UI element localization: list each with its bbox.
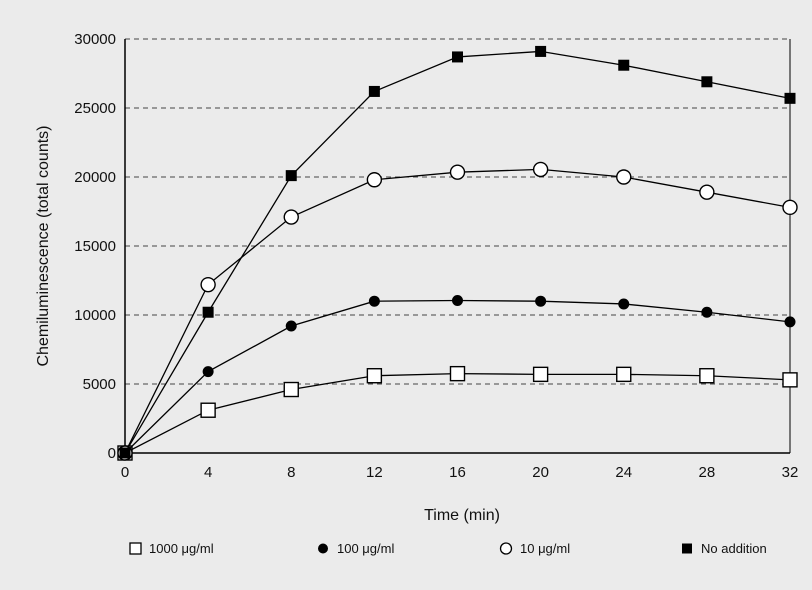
- x-tick-label: 16: [449, 464, 466, 481]
- data-point-filled-square: [286, 171, 296, 181]
- x-tick-label: 32: [782, 464, 799, 481]
- x-axis-title: Time (min): [424, 507, 500, 524]
- data-point-open-circle: [367, 173, 381, 187]
- data-point-open-circle: [451, 165, 465, 179]
- legend-item: 100 μg/ml: [318, 541, 394, 556]
- x-tick-label: 20: [532, 464, 549, 481]
- y-tick-label: 30000: [74, 31, 116, 48]
- legend-marker-filled-square: [682, 544, 692, 554]
- legend-marker-filled-circle: [318, 544, 328, 554]
- data-point-open-square: [451, 367, 465, 381]
- x-tick-label: 24: [615, 464, 632, 481]
- y-tick-label: 25000: [74, 100, 116, 117]
- label-layer: Time (min) Chemiluminescence (total coun…: [35, 31, 798, 524]
- y-tick-label: 0: [108, 445, 116, 462]
- legend-label: 10 μg/ml: [520, 541, 570, 556]
- y-tick-label: 10000: [74, 307, 116, 324]
- legend-item: 10 μg/ml: [501, 541, 571, 556]
- data-point-filled-circle: [785, 317, 795, 327]
- data-point-filled-square: [369, 86, 379, 96]
- data-point-open-circle: [284, 210, 298, 224]
- data-point-open-square: [534, 367, 548, 381]
- x-tick-label: 0: [121, 464, 129, 481]
- legend-item: 1000 μg/ml: [130, 541, 214, 556]
- data-point-filled-square: [453, 52, 463, 62]
- legend-item: No addition: [682, 541, 767, 556]
- data-point-open-circle: [201, 278, 215, 292]
- data-point-open-circle: [783, 200, 797, 214]
- data-point-filled-square: [702, 77, 712, 87]
- data-point-filled-square: [120, 448, 130, 458]
- data-point-open-square: [367, 369, 381, 383]
- data-point-filled-square: [536, 46, 546, 56]
- data-point-open-circle: [700, 185, 714, 199]
- legend-marker-open-square: [130, 543, 141, 554]
- data-point-open-square: [783, 373, 797, 387]
- series-line-filled-square: [125, 51, 790, 453]
- legend-marker-open-circle: [501, 543, 512, 554]
- data-point-filled-circle: [702, 307, 712, 317]
- x-tick-label: 12: [366, 464, 383, 481]
- data-point-filled-square: [785, 93, 795, 103]
- data-point-filled-square: [619, 60, 629, 70]
- legend-label: No addition: [701, 541, 767, 556]
- data-point-filled-circle: [619, 299, 629, 309]
- legend: 1000 μg/ml 100 μg/ml 10 μg/ml No addition: [130, 541, 767, 556]
- series-line-open-square: [125, 374, 790, 453]
- y-tick-label: 20000: [74, 169, 116, 186]
- data-point-filled-circle: [286, 321, 296, 331]
- y-axis-title: Chemiluminescence (total counts): [35, 126, 52, 367]
- data-point-filled-circle: [453, 296, 463, 306]
- data-point-open-circle: [534, 162, 548, 176]
- data-point-open-square: [617, 367, 631, 381]
- y-tick-label: 15000: [74, 238, 116, 255]
- data-point-open-square: [284, 383, 298, 397]
- x-tick-label: 28: [699, 464, 716, 481]
- data-point-filled-square: [203, 307, 213, 317]
- data-point-open-square: [201, 403, 215, 417]
- y-tick-label: 5000: [83, 376, 116, 393]
- data-point-open-square: [700, 369, 714, 383]
- x-tick-label: 8: [287, 464, 295, 481]
- data-point-open-circle: [617, 170, 631, 184]
- data-point-filled-circle: [536, 296, 546, 306]
- series-open-square: [118, 367, 797, 460]
- legend-label: 100 μg/ml: [337, 541, 394, 556]
- x-tick-label: 4: [204, 464, 212, 481]
- legend-label: 1000 μg/ml: [149, 541, 214, 556]
- data-point-filled-circle: [203, 367, 213, 377]
- data-point-filled-circle: [369, 296, 379, 306]
- grid-layer: [125, 39, 790, 384]
